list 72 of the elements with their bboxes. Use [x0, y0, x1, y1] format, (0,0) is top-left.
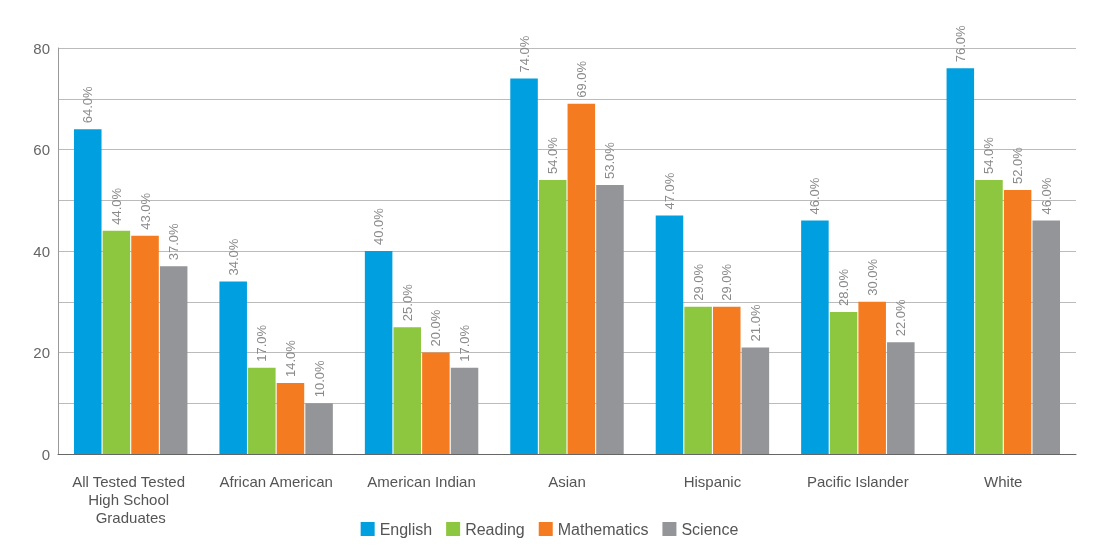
bar — [450, 367, 479, 454]
bar — [1003, 190, 1032, 454]
data-label: 10.0% — [311, 359, 327, 398]
bar — [305, 403, 333, 454]
y-tick-label: 20 — [33, 344, 50, 361]
bar — [596, 185, 624, 454]
x-tick-label: White — [984, 472, 1023, 490]
data-label: 17.0% — [254, 324, 270, 362]
data-label: 52.0% — [1010, 146, 1026, 185]
data-label: 54.0% — [981, 136, 997, 174]
data-label: 30.0% — [864, 258, 880, 296]
bar — [364, 251, 393, 454]
bar — [887, 342, 915, 454]
data-label: 69.0% — [573, 60, 589, 98]
x-tick-label: Hispanic — [683, 472, 742, 490]
data-label: 29.0% — [719, 263, 735, 301]
bar — [131, 235, 159, 454]
data-label: 43.0% — [137, 192, 153, 230]
bar — [102, 230, 131, 454]
bar — [510, 78, 538, 454]
data-label: 47.0% — [661, 172, 677, 210]
y-tick-label: 0 — [41, 445, 50, 463]
data-label: 40.0% — [371, 207, 387, 245]
data-label: 64.0% — [80, 85, 96, 124]
bar — [538, 179, 567, 454]
x-tick-label: Asian — [548, 472, 586, 490]
bar — [159, 266, 188, 454]
y-tick-label: 40 — [33, 242, 50, 260]
bar — [567, 103, 596, 454]
data-label: 21.0% — [747, 304, 763, 342]
bar — [219, 281, 247, 454]
bar — [801, 220, 829, 454]
data-label: 14.0% — [282, 339, 298, 377]
data-label: 34.0% — [225, 238, 241, 276]
bar — [684, 306, 712, 454]
bar — [946, 68, 975, 454]
data-label: 20.0% — [428, 309, 444, 347]
legend-label: Mathematics — [557, 520, 649, 538]
x-tick-label: African American — [219, 472, 333, 490]
bar — [858, 301, 886, 454]
data-label: 37.0% — [166, 222, 182, 261]
bar — [975, 179, 1003, 454]
y-tick-label: 80 — [33, 39, 50, 57]
y-tick-label: 60 — [33, 141, 50, 158]
data-label: 74.0% — [516, 35, 532, 73]
bar — [422, 352, 450, 454]
data-label: 22.0% — [893, 299, 909, 337]
data-label: 17.0% — [457, 324, 473, 362]
bar — [829, 311, 858, 454]
data-label: 44.0% — [108, 187, 124, 225]
data-label: 54.0% — [545, 136, 561, 174]
data-label: 46.0% — [807, 177, 823, 215]
bar — [74, 129, 102, 454]
x-tick-label: American Indian — [367, 472, 476, 490]
x-tick-label: Pacific Islander — [807, 472, 909, 490]
legend-label: Reading — [465, 520, 525, 538]
data-label: 53.0% — [602, 141, 618, 180]
bar — [712, 306, 741, 454]
x-tick-label: All Tested Tested High School Graduates — [72, 472, 190, 526]
bar — [1032, 220, 1060, 454]
legend-label: English — [379, 520, 433, 538]
bar — [276, 382, 305, 454]
legend-label: Science — [681, 520, 739, 538]
data-label: 25.0% — [399, 283, 415, 322]
bar — [741, 347, 770, 454]
data-label: 76.0% — [952, 25, 968, 63]
data-label: 46.0% — [1038, 177, 1054, 215]
bar — [248, 367, 276, 454]
bar — [655, 215, 684, 454]
bar — [393, 327, 422, 454]
data-label: 29.0% — [690, 263, 706, 301]
data-label: 28.0% — [836, 268, 852, 306]
